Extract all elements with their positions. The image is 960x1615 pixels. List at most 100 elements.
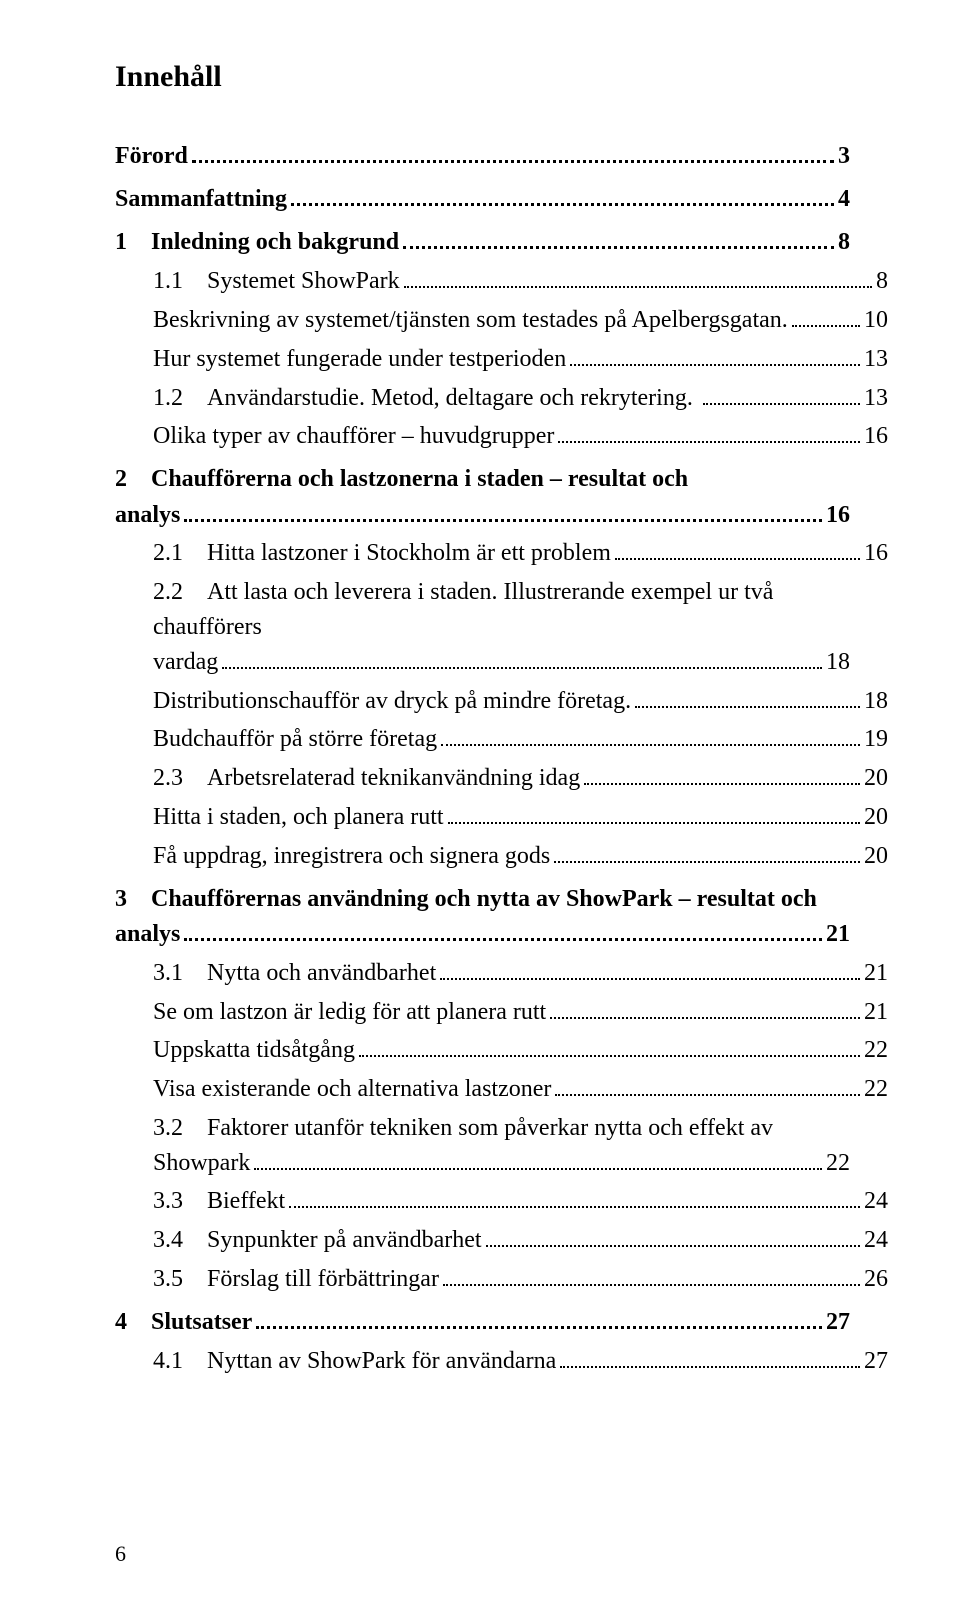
toc-entry: Visa existerande och alternativa lastzon… <box>115 1072 888 1107</box>
toc-page-number: 22 <box>864 1072 888 1107</box>
toc-label: Sammanfattning <box>115 182 287 217</box>
toc-entry: Olika typer av chaufförer – huvudgrupper… <box>115 419 888 454</box>
toc-label-tail: analys <box>115 917 180 952</box>
toc-entry: 3.5 Förslag till förbättringar 26 <box>115 1262 888 1297</box>
toc-label: Visa existerande och alternativa lastzon… <box>153 1072 551 1107</box>
toc-leader-dots <box>558 420 860 444</box>
toc-entry: Budchaufför på större företag 19 <box>115 722 888 757</box>
toc-page-number: 22 <box>864 1033 888 1068</box>
toc-entry: Sammanfattning 4 <box>115 181 850 216</box>
toc-leader-dots <box>440 956 860 980</box>
toc-entry: 3.3 Bieffekt24 <box>115 1184 888 1219</box>
toc-leader-dots <box>289 1185 860 1209</box>
toc-leader-dots <box>254 1146 822 1170</box>
toc-leader-dots <box>403 225 834 250</box>
toc-label: Hur systemet fungerade under testperiode… <box>153 342 566 377</box>
toc-entry: Se om lastzon är ledig för att planera r… <box>115 995 888 1030</box>
toc-entry: Uppskatta tidsåtgång 22 <box>115 1033 888 1068</box>
toc-label: Hitta i staden, och planera rutt <box>153 800 444 835</box>
toc-page-number: 4 <box>838 182 850 217</box>
toc-page-number: 21 <box>864 995 888 1030</box>
toc-entry: Förord 3 <box>115 138 850 173</box>
toc-entry: 3 Chaufförernas användning och nytta av … <box>115 882 850 952</box>
toc-label: Distributionschaufför av dryck på mindre… <box>153 684 631 719</box>
toc-leader-dots <box>184 497 822 522</box>
toc-label: 2.3 Arbetsrelaterad teknikanvändning ida… <box>153 761 580 796</box>
toc-leader-dots <box>635 684 860 708</box>
toc-entry: 2.3 Arbetsrelaterad teknikanvändning ida… <box>115 761 888 796</box>
toc-page-number: 16 <box>864 419 888 454</box>
toc-entry: 3.1 Nytta och användbarhet 21 <box>115 956 888 991</box>
toc-label: 1 Inledning och bakgrund <box>115 225 399 260</box>
toc-leader-dots <box>550 995 860 1019</box>
toc-leader-dots <box>192 138 834 163</box>
toc-entry: 4.1 Nyttan av ShowPark för användarna27 <box>115 1344 888 1379</box>
page-number: 6 <box>115 1541 126 1567</box>
toc-leader-dots <box>703 381 860 405</box>
toc-leader-dots <box>560 1345 860 1369</box>
toc-entry: 4 Slutsatser 27 <box>115 1305 850 1340</box>
toc-label-tail: analys <box>115 498 180 533</box>
toc-leader-dots <box>222 645 822 669</box>
toc-entry: 1.1 Systemet ShowPark8 <box>115 264 888 299</box>
toc-page-number: 13 <box>864 342 888 377</box>
toc-label: 2.1 Hitta lastzoner i Stockholm är ett p… <box>153 536 611 571</box>
document-page: Innehåll Förord3Sammanfattning41 Inledni… <box>0 0 960 1615</box>
toc-entry: Beskrivning av systemet/tjänsten som tes… <box>115 303 888 338</box>
toc-page-number: 24 <box>864 1223 888 1258</box>
toc-entry: 3.2 Faktorer utanför tekniken som påverk… <box>115 1111 850 1181</box>
toc-entry: 3.4 Synpunkter på användbarhet 24 <box>115 1223 888 1258</box>
toc-label: 3.4 Synpunkter på användbarhet <box>153 1223 482 1258</box>
toc-leader-dots <box>404 265 872 289</box>
toc-page-number: 18 <box>864 684 888 719</box>
toc-label: Förord <box>115 139 188 174</box>
toc-leader-dots <box>555 1073 860 1097</box>
toc-page-number: 3 <box>838 139 850 174</box>
toc-page-number: 21 <box>826 917 850 952</box>
toc-page-number: 16 <box>826 498 850 533</box>
toc-label: 3.1 Nytta och användbarhet <box>153 956 436 991</box>
toc-leader-dots <box>615 537 860 561</box>
toc-label: 3.3 Bieffekt <box>153 1184 285 1219</box>
table-of-contents: Förord 3 Sammanfattning 4 1 Inledning och ba… <box>115 138 850 1379</box>
toc-page-number: 18 <box>826 645 850 680</box>
toc-leader-dots <box>486 1224 860 1248</box>
toc-entry: 2.1 Hitta lastzoner i Stockholm är ett p… <box>115 536 888 571</box>
toc-label: Uppskatta tidsåtgång <box>153 1033 355 1068</box>
toc-page-number: 21 <box>864 956 888 991</box>
toc-label: Budchaufför på större företag <box>153 722 437 757</box>
toc-label: 3.5 Förslag till förbättringar <box>153 1262 439 1297</box>
toc-entry: Hitta i staden, och planera rutt 20 <box>115 800 888 835</box>
toc-page-number: 8 <box>876 264 888 299</box>
toc-page-number: 20 <box>864 800 888 835</box>
toc-entry: 2.2 Att lasta och leverera i staden. Ill… <box>115 575 850 679</box>
toc-label: Få uppdrag, inregistrera och signera god… <box>153 839 550 874</box>
toc-page-number: 26 <box>864 1262 888 1297</box>
toc-leader-dots <box>448 800 860 824</box>
toc-entry: 2 Chaufförerna och lastzonerna i staden … <box>115 462 850 532</box>
toc-page-number: 19 <box>864 722 888 757</box>
toc-label: Olika typer av chaufförer – huvudgrupper <box>153 419 554 454</box>
toc-label: Beskrivning av systemet/tjänsten som tes… <box>153 303 788 338</box>
toc-leader-dots <box>291 181 834 206</box>
toc-label: 1.2 Användarstudie. Metod, deltagare och… <box>153 381 699 416</box>
toc-entry: 1.2 Användarstudie. Metod, deltagare och… <box>115 381 888 416</box>
toc-entry: Hur systemet fungerade under testperiode… <box>115 342 888 377</box>
toc-label: 2 Chaufförerna och lastzonerna i staden … <box>115 462 850 497</box>
toc-leader-dots <box>584 762 860 786</box>
toc-page-number: 16 <box>864 536 888 571</box>
toc-label: 2.2 Att lasta och leverera i staden. Ill… <box>153 575 850 645</box>
toc-label: 3.2 Faktorer utanför tekniken som påverk… <box>153 1111 850 1146</box>
toc-entry: Distributionschaufför av dryck på mindre… <box>115 684 888 719</box>
toc-leader-dots <box>792 303 860 327</box>
toc-page-number: 8 <box>838 225 850 260</box>
toc-page-number: 27 <box>826 1305 850 1340</box>
toc-leader-dots <box>256 1305 822 1330</box>
toc-page-number: 20 <box>864 761 888 796</box>
toc-leader-dots <box>184 916 822 941</box>
toc-page-number: 22 <box>826 1146 850 1181</box>
toc-label: 4.1 Nyttan av ShowPark för användarna <box>153 1344 556 1379</box>
toc-label: Se om lastzon är ledig för att planera r… <box>153 995 546 1030</box>
toc-label-tail: Showpark <box>153 1146 250 1181</box>
toc-leader-dots <box>359 1034 860 1058</box>
